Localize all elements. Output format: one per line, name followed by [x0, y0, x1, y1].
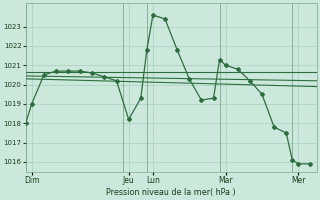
X-axis label: Pression niveau de la mer( hPa ): Pression niveau de la mer( hPa ) — [106, 188, 236, 197]
